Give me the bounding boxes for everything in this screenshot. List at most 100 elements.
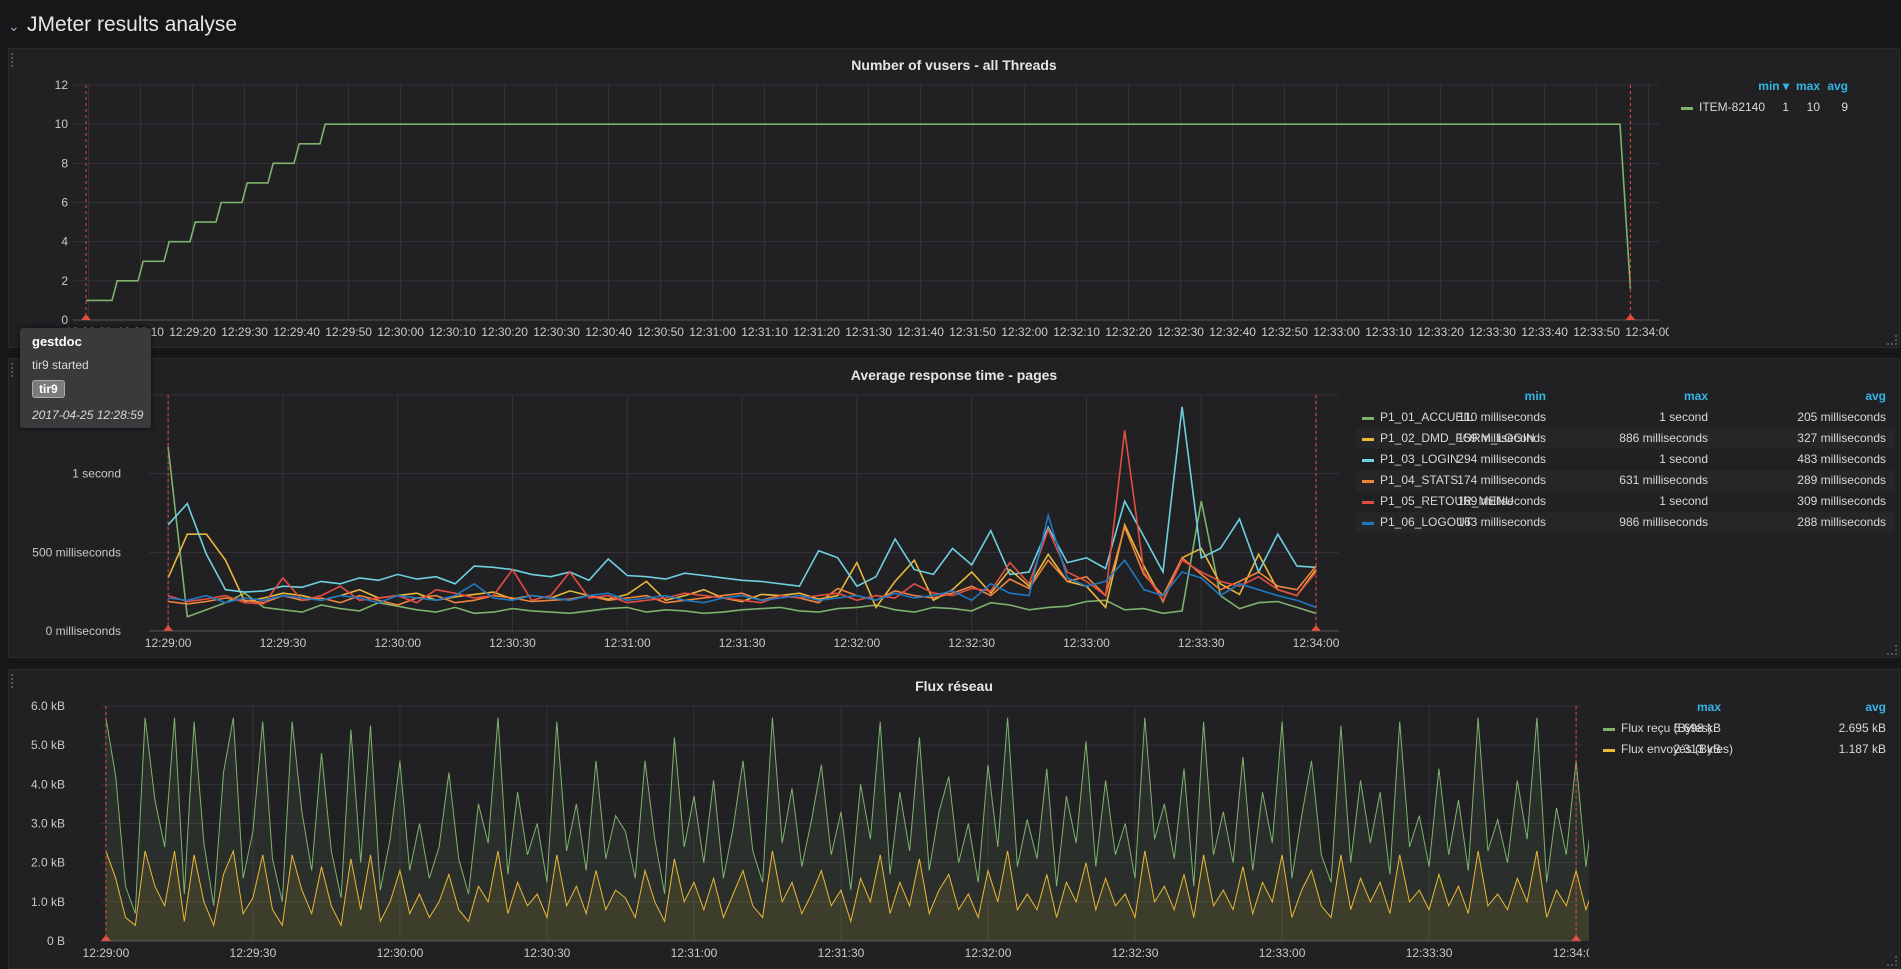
legend-value: 1 second: [1659, 410, 1708, 424]
legend-value: 5.698 kB: [1673, 721, 1721, 735]
legend-header[interactable]: min: [1524, 389, 1546, 403]
legend-row[interactable]: P1_01_ACCUEIL 110 milliseconds 1 second 205…: [1356, 407, 1894, 428]
x-tick-label: 12:33:10: [1365, 325, 1412, 339]
legend-header[interactable]: avg: [1865, 389, 1886, 403]
legend-row[interactable]: P1_02_DMD_FORM_LOGIN 159 milliseconds 886 …: [1356, 428, 1894, 449]
y-tick-label: 10: [55, 117, 69, 131]
legend-header[interactable]: avg: [1827, 79, 1848, 93]
panel-title[interactable]: Flux réseau: [915, 678, 993, 694]
annotation-marker: [1625, 314, 1636, 320]
panel-drag-handle[interactable]: [11, 674, 17, 688]
legend-value: 2.313 kB: [1673, 742, 1721, 756]
annotation-title: gestdoc: [32, 334, 82, 349]
legend-header[interactable]: max: [1683, 389, 1708, 403]
legend-value: 110 milliseconds: [1458, 410, 1546, 424]
panel-title[interactable]: Average response time - pages: [850, 367, 1058, 383]
x-tick-label: 12:31:10: [741, 325, 788, 339]
panel-resize-handle[interactable]: [1887, 956, 1897, 966]
legend-value: 174 milliseconds: [1457, 473, 1546, 487]
legend-row[interactable]: P1_03_LOGIN 294 milliseconds 1 second 483 m…: [1356, 449, 1894, 470]
legend-swatch[interactable]: [1362, 417, 1374, 420]
chevron-down-icon[interactable]: ⌄: [8, 18, 20, 34]
y-tick-label: 0 B: [47, 934, 65, 948]
legend-series-name[interactable]: P1_05_RETOUR_MENU: [1380, 494, 1514, 508]
legend-series-name[interactable]: P1_03_LOGIN: [1380, 452, 1459, 466]
chart-vusers[interactable]: 02468101212:29:0012:29:1012:29:2012:29:3…: [9, 49, 1669, 347]
y-tick-label: 4: [61, 235, 68, 249]
y-tick-label: 12: [55, 78, 69, 92]
x-tick-label: 12:30:00: [377, 325, 424, 339]
chart-network-flux[interactable]: 0 B 1.0 kB 2.0 kB 3.0 kB 4.0 kB 5.0 kB 6.0 kB 1…: [9, 670, 1589, 968]
x-tick-label: 12:30:30: [524, 946, 571, 960]
legend-value: 2.695 kB: [1838, 721, 1886, 735]
legend-series-name[interactable]: P1_06_LOGOUT: [1380, 515, 1473, 529]
annotation-tag[interactable]: tir9: [32, 380, 65, 398]
legend-swatch[interactable]: [1603, 749, 1615, 752]
legend-series-name[interactable]: P1_02_DMD_FORM_LOGIN: [1380, 431, 1535, 445]
legend-header[interactable]: avg: [1865, 700, 1886, 714]
annotation-marker: [1571, 935, 1582, 941]
series-line-4: [167, 430, 1317, 605]
panel-drag-handle[interactable]: [11, 363, 17, 377]
legend-header[interactable]: min ▾: [1758, 79, 1789, 93]
legend-header[interactable]: max: [1696, 700, 1721, 714]
legend-swatch[interactable]: [1362, 522, 1374, 525]
legend-row[interactable]: ITEM-82140 1 10 9: [1673, 97, 1893, 118]
x-tick-label: 12:31:00: [604, 636, 651, 650]
panel-title[interactable]: Number of vusers - all Threads: [851, 57, 1057, 73]
y-tick-label: 8: [61, 156, 68, 170]
legend-value: 327 milliseconds: [1797, 431, 1886, 445]
legend-row[interactable]: Flux reçu (Bytes) 5.698 kB 2.695 kB: [1597, 718, 1894, 739]
legend-row[interactable]: Flux envoyés (Bytes) 2.313 kB 1.187 kB: [1597, 739, 1894, 760]
y-tick-label: 500 milliseconds: [32, 545, 121, 559]
y-tick-label: 1.0 kB: [31, 895, 65, 909]
x-tick-label: 12:30:00: [374, 636, 421, 650]
x-tick-label: 12:32:30: [1157, 325, 1204, 339]
legend-row[interactable]: P1_04_STATS 174 milliseconds 631 milliseco…: [1356, 470, 1894, 491]
y-tick-label: 6: [61, 196, 68, 210]
legend-row[interactable]: P1_05_RETOUR_MENU 169 milliseconds 1 secon…: [1356, 491, 1894, 512]
legend-swatch[interactable]: [1362, 480, 1374, 483]
x-tick-label: 12:32:10: [1053, 325, 1100, 339]
x-tick-label: 12:31:00: [671, 946, 718, 960]
legend-swatch[interactable]: [1362, 459, 1374, 462]
series-line-0: [86, 123, 1632, 302]
panel-resize-handle[interactable]: [1887, 335, 1897, 345]
x-tick-label: 12:33:30: [1178, 636, 1225, 650]
dashboard-row-header[interactable]: ⌄ JMeter results analyse: [0, 0, 1901, 48]
x-tick-label: 12:29:50: [325, 325, 372, 339]
panel-network-flux: Flux réseau 0 B 1.0 kB 2.0 kB 3.0 kB 4.0 kB 5…: [8, 669, 1900, 969]
legend-value: 1 second: [1659, 452, 1708, 466]
legend-series-name[interactable]: Flux envoyés (Bytes): [1621, 742, 1734, 756]
legend-swatch[interactable]: [1681, 107, 1693, 110]
row-title[interactable]: JMeter results analyse: [27, 13, 238, 36]
x-tick-label: 12:32:40: [1209, 325, 1256, 339]
legend-row[interactable]: P1_06_LOGOUT 163 milliseconds 986 millisec…: [1356, 512, 1894, 533]
legend-value: 886 milliseconds: [1619, 431, 1708, 445]
legend-series-name[interactable]: ITEM-82140: [1699, 100, 1766, 114]
legend-network-flux: max avg Flux reçu (Bytes) 5.698 kB 2.695 kB F…: [1597, 700, 1894, 770]
legend-swatch[interactable]: [1362, 438, 1374, 441]
x-tick-label: 12:30:20: [481, 325, 528, 339]
x-tick-label: 12:30:10: [429, 325, 476, 339]
x-tick-label: 12:29:30: [221, 325, 268, 339]
x-tick-label: 12:32:00: [834, 636, 881, 650]
legend-header[interactable]: max: [1795, 79, 1820, 93]
annotation-marker: [100, 935, 111, 941]
legend-swatch[interactable]: [1603, 728, 1615, 731]
x-tick-label: 12:31:30: [719, 636, 766, 650]
y-tick-label: 2: [61, 274, 68, 288]
series-line-0: [105, 717, 1589, 914]
x-tick-label: 12:29:00: [145, 636, 192, 650]
x-tick-label: 12:33:00: [1259, 946, 1306, 960]
legend-series-name[interactable]: P1_04_STATS: [1380, 473, 1459, 487]
legend-series-name[interactable]: Flux reçu (Bytes): [1621, 721, 1712, 735]
legend-series-name[interactable]: P1_01_ACCUEIL: [1380, 410, 1474, 424]
legend-swatch[interactable]: [1362, 501, 1374, 504]
panel-drag-handle[interactable]: [11, 53, 17, 67]
panel-resize-handle[interactable]: [1887, 645, 1897, 655]
x-tick-label: 12:30:30: [533, 325, 580, 339]
x-tick-label: 12:34:00: [1553, 946, 1589, 960]
legend-value: 986 milliseconds: [1619, 515, 1708, 529]
